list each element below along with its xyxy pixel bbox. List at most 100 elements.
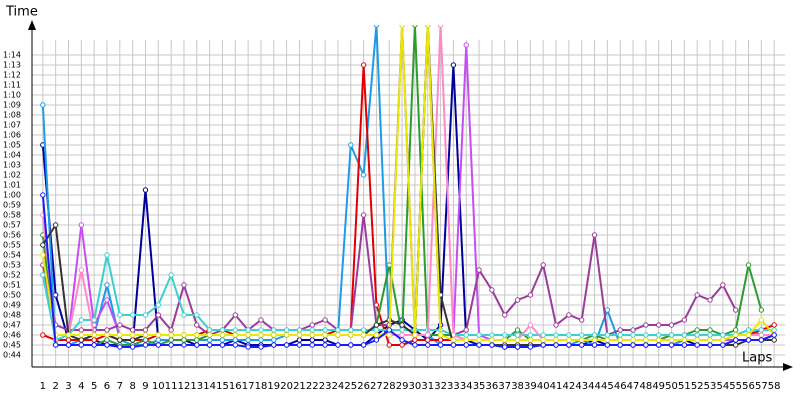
point — [591, 332, 598, 338]
point — [296, 327, 303, 333]
y-tick-label: 0:57 — [3, 221, 21, 230]
point — [399, 332, 405, 338]
point — [40, 332, 46, 338]
point — [771, 337, 777, 343]
point — [771, 332, 777, 338]
point — [168, 327, 174, 333]
point — [732, 307, 739, 313]
point — [386, 332, 392, 338]
point — [579, 342, 585, 348]
y-tick-label: 1:13 — [3, 61, 21, 70]
point — [194, 342, 200, 348]
point — [232, 327, 238, 333]
point — [386, 327, 392, 333]
y-tick-label: 1:00 — [3, 191, 21, 200]
point — [104, 252, 110, 258]
point — [219, 327, 226, 333]
point — [553, 322, 559, 328]
x-tick-label: 39 — [524, 381, 537, 392]
point — [463, 342, 469, 348]
point — [78, 222, 85, 228]
point — [668, 342, 675, 348]
point — [386, 262, 392, 268]
point — [681, 332, 688, 338]
x-tick-label: 34 — [460, 381, 473, 392]
point — [630, 342, 636, 348]
point — [566, 312, 572, 318]
point — [283, 327, 290, 333]
point — [540, 262, 546, 268]
point — [463, 42, 469, 48]
point — [232, 312, 238, 318]
point — [694, 332, 700, 338]
point — [643, 337, 649, 343]
x-tick-label: 40 — [537, 381, 550, 392]
point — [412, 342, 418, 348]
point — [437, 337, 444, 343]
point — [194, 337, 200, 343]
x-tick-label: 30 — [409, 381, 422, 392]
point — [681, 342, 688, 348]
x-tick-label: 43 — [575, 381, 588, 392]
point — [450, 62, 457, 68]
point — [399, 337, 405, 343]
y-tick-label: 1:04 — [3, 151, 21, 160]
point — [104, 297, 110, 303]
x-tick-label: 24 — [332, 381, 345, 392]
point — [129, 337, 136, 343]
y-tick-label: 1:02 — [3, 171, 21, 180]
x-tick-label: 21 — [293, 381, 306, 392]
x-tick-label: 55 — [729, 381, 742, 392]
point — [52, 292, 59, 298]
x-tick-label: 25 — [344, 381, 357, 392]
point — [296, 337, 303, 343]
point — [104, 342, 110, 348]
point — [732, 327, 739, 333]
x-tick-label: 1 — [40, 381, 46, 392]
point — [604, 307, 611, 313]
point — [271, 337, 277, 343]
point — [348, 327, 354, 333]
point — [476, 267, 482, 273]
point — [245, 344, 251, 350]
x-axis-title: Laps — [742, 351, 772, 366]
x-tick-label: 46 — [614, 381, 627, 392]
point — [758, 317, 765, 323]
y-tick-label: 1:01 — [3, 181, 21, 190]
x-tick-label: 28 — [383, 381, 396, 392]
point — [450, 342, 457, 348]
point — [78, 317, 85, 323]
point — [553, 337, 559, 343]
point — [360, 327, 367, 333]
point — [566, 337, 572, 343]
point — [745, 332, 752, 338]
point — [707, 297, 713, 303]
x-tick-label: 17 — [242, 381, 255, 392]
x-tick-label: 22 — [306, 381, 319, 392]
point — [476, 337, 482, 343]
point — [271, 332, 277, 338]
point — [527, 332, 534, 338]
y-tick-label: 1:07 — [3, 121, 21, 130]
point — [258, 337, 264, 343]
point — [40, 242, 46, 248]
x-tick-label: 9 — [142, 381, 148, 392]
point — [117, 332, 123, 338]
x-tick-label: 38 — [511, 381, 524, 392]
point — [309, 332, 315, 338]
point — [604, 342, 611, 348]
point — [104, 337, 110, 343]
point — [643, 342, 649, 348]
y-tick-label: 0:46 — [3, 331, 21, 340]
point — [142, 327, 149, 333]
point — [591, 342, 598, 348]
point — [168, 342, 174, 348]
series-line — [41, 25, 775, 341]
point — [142, 342, 149, 348]
point — [348, 342, 354, 348]
point — [553, 332, 559, 338]
x-tick-label: 44 — [588, 381, 601, 392]
point — [514, 297, 521, 303]
y-tick-label: 0:44 — [3, 351, 21, 360]
point — [437, 25, 444, 28]
